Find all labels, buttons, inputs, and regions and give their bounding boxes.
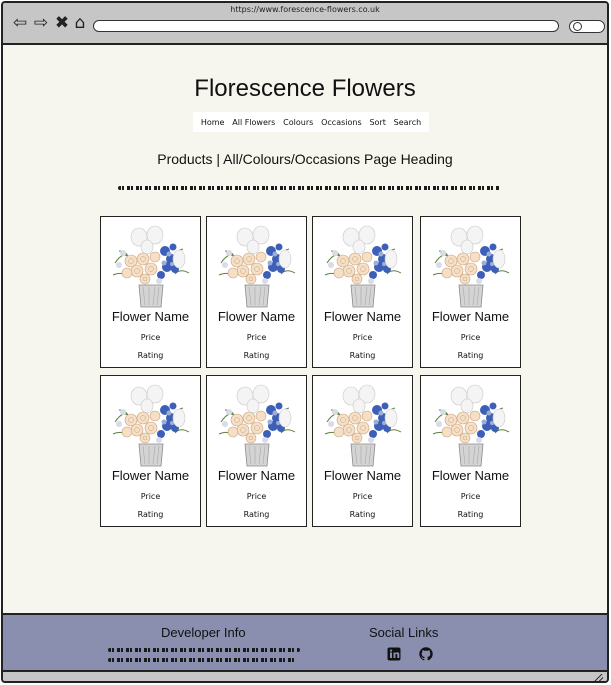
status-bar xyxy=(3,670,607,681)
bouquet-image xyxy=(112,384,190,467)
nav-colours[interactable]: Colours xyxy=(283,117,314,127)
bouquet-image xyxy=(218,225,296,308)
bouquet-image xyxy=(218,384,296,467)
github-icon[interactable] xyxy=(419,647,433,661)
bouquet-image xyxy=(324,384,402,467)
product-price: Price xyxy=(460,492,481,501)
product-rating: Rating xyxy=(457,510,484,519)
product-price: Price xyxy=(460,333,481,342)
product-card[interactable]: Flower Name Price Rating xyxy=(420,216,521,368)
product-name: Flower Name xyxy=(217,309,296,324)
nav-all-flowers[interactable]: All Flowers xyxy=(232,117,276,127)
developer-info-heading: Developer Info xyxy=(161,625,246,640)
search-icon[interactable] xyxy=(569,20,605,33)
bouquet-image xyxy=(432,384,510,467)
product-rating: Rating xyxy=(137,351,164,360)
address-bar[interactable] xyxy=(93,20,559,32)
product-name: Flower Name xyxy=(217,468,296,483)
product-price: Price xyxy=(352,333,373,342)
page-content: Florescence Flowers Home All Flowers Col… xyxy=(3,45,607,613)
product-name: Flower Name xyxy=(111,468,190,483)
product-name: Flower Name xyxy=(431,309,510,324)
product-name: Flower Name xyxy=(111,309,190,324)
product-rating: Rating xyxy=(349,510,376,519)
product-price: Price xyxy=(140,492,161,501)
nav-occasions[interactable]: Occasions xyxy=(321,117,362,127)
bouquet-image xyxy=(324,225,402,308)
close-icon[interactable]: ✖ xyxy=(54,13,70,33)
nav-search[interactable]: Search xyxy=(393,117,422,127)
browser-toolbar: https://www.forescence-flowers.co.uk ⇦ ⇨… xyxy=(3,3,607,45)
bouquet-image xyxy=(112,225,190,308)
product-price: Price xyxy=(246,333,267,342)
main-nav: Home All Flowers Colours Occasions Sort … xyxy=(193,112,429,132)
developer-info-text xyxy=(108,658,295,662)
footer: Developer Info Social Links xyxy=(3,613,607,670)
product-rating: Rating xyxy=(137,510,164,519)
social-links-heading: Social Links xyxy=(369,625,439,640)
url-text[interactable]: https://www.forescence-flowers.co.uk xyxy=(230,5,380,14)
resize-grip-icon[interactable] xyxy=(593,674,603,681)
product-card[interactable]: Flower Name Price Rating xyxy=(100,375,201,527)
product-rating: Rating xyxy=(349,351,376,360)
developer-info-text xyxy=(108,648,300,652)
placeholder-text-line xyxy=(118,186,500,190)
back-arrow-icon[interactable]: ⇦ xyxy=(12,13,28,33)
product-price: Price xyxy=(246,492,267,501)
product-name: Flower Name xyxy=(323,309,402,324)
product-card[interactable]: Flower Name Price Rating xyxy=(100,216,201,368)
page-heading: Products | All/Colours/Occasions Page He… xyxy=(157,151,453,167)
forward-arrow-icon[interactable]: ⇨ xyxy=(33,13,49,33)
home-icon[interactable]: ⌂ xyxy=(74,13,86,33)
product-name: Flower Name xyxy=(431,468,510,483)
product-card[interactable]: Flower Name Price Rating xyxy=(420,375,521,527)
nav-home[interactable]: Home xyxy=(200,117,225,127)
product-card[interactable]: Flower Name Price Rating xyxy=(312,216,413,368)
product-rating: Rating xyxy=(243,510,270,519)
product-price: Price xyxy=(352,492,373,501)
nav-sort[interactable]: Sort xyxy=(369,117,386,127)
product-price: Price xyxy=(140,333,161,342)
product-card[interactable]: Flower Name Price Rating xyxy=(206,375,307,527)
site-title: Florescence Flowers xyxy=(194,75,416,102)
product-card[interactable]: Flower Name Price Rating xyxy=(206,216,307,368)
product-rating: Rating xyxy=(243,351,270,360)
linkedin-icon[interactable] xyxy=(387,647,401,661)
product-card[interactable]: Flower Name Price Rating xyxy=(312,375,413,527)
bouquet-image xyxy=(432,225,510,308)
product-rating: Rating xyxy=(457,351,484,360)
product-name: Flower Name xyxy=(323,468,402,483)
